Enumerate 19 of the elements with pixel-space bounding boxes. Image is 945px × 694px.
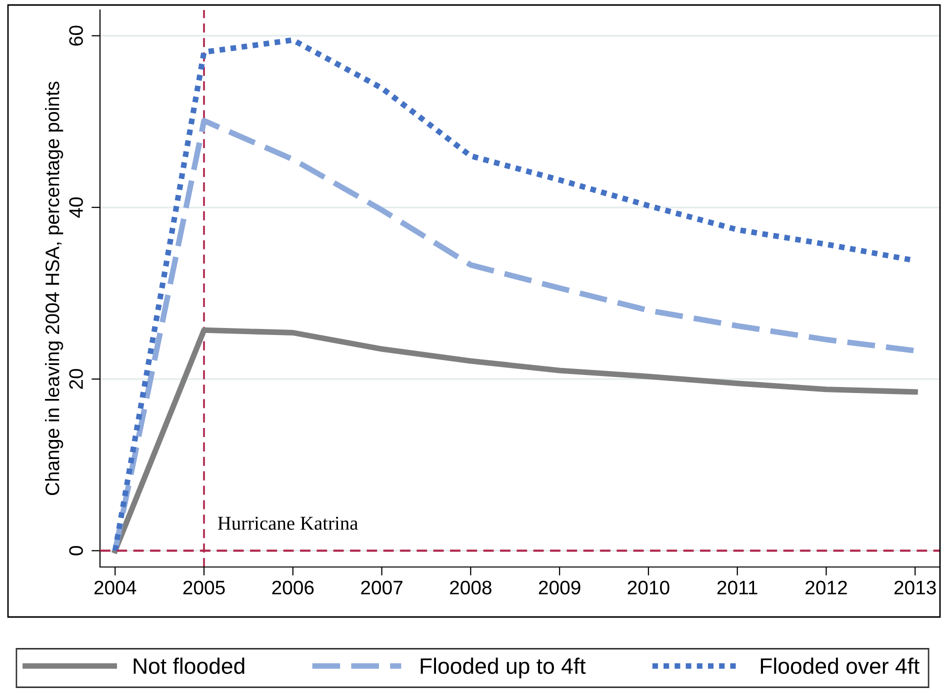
x-tick-label: 2011 (717, 580, 758, 594)
x-tick-label: 2009 (538, 580, 580, 594)
legend-label: Flooded up to 4ft (420, 658, 586, 678)
ref-line-label: Hurricane Katrina (218, 516, 358, 530)
y-tick-label: 40 (69, 197, 83, 218)
x-tick-label: 2010 (628, 580, 670, 594)
legend-label: Not flooded (134, 658, 244, 674)
y-tick-label: 20 (69, 368, 83, 389)
x-tick-label: 2012 (806, 580, 847, 594)
y-axis-title: Change in leaving 2004 HSA, percentage points (45, 82, 64, 496)
legend-label: Flooded over 4ft (760, 658, 920, 674)
x-tick-label: 2005 (183, 580, 225, 594)
y-tick-label: 60 (69, 26, 83, 46)
x-tick-label: 2004 (94, 580, 136, 594)
x-tick-label: 2006 (272, 580, 314, 594)
y-tick-label: 0 (69, 546, 83, 556)
x-tick-label: 2008 (450, 580, 492, 594)
x-tick-label: 2013 (894, 580, 936, 594)
x-tick-label: 2007 (361, 580, 402, 594)
